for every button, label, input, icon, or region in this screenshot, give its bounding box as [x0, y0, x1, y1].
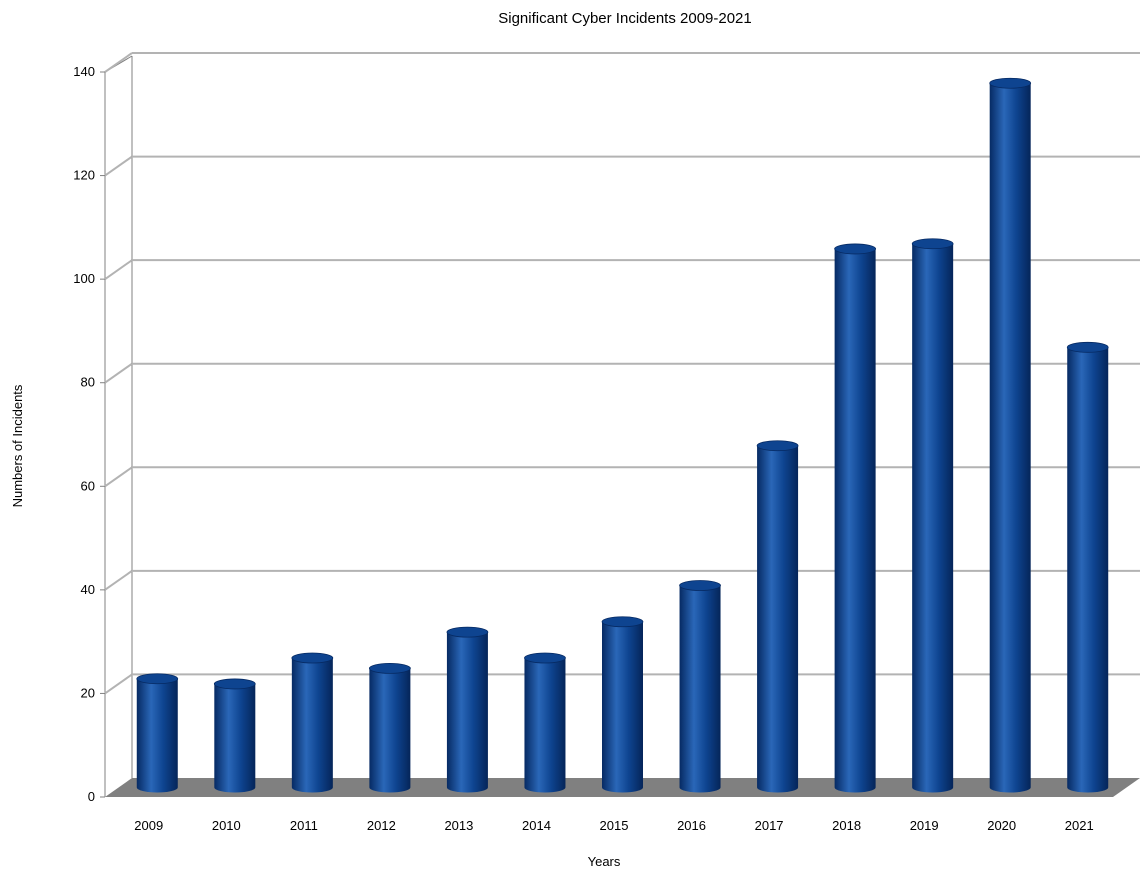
- bar-cap: [601, 616, 644, 628]
- bar-body: [679, 585, 721, 793]
- bar: [136, 673, 179, 793]
- y-axis-label: Numbers of Incidents: [10, 384, 25, 507]
- bar-cap: [834, 243, 877, 255]
- chart-title: Significant Cyber Incidents 2009-2021: [498, 10, 752, 27]
- bar-body: [524, 658, 566, 793]
- bar-cap: [213, 678, 256, 690]
- gridline-side: [104, 155, 133, 177]
- bar: [291, 652, 334, 793]
- gridline-side: [104, 362, 133, 384]
- bar-body: [369, 668, 411, 793]
- y-tick-label: 140: [73, 64, 95, 79]
- bar: [911, 238, 954, 793]
- bar-body: [834, 248, 876, 793]
- gridlines: [104, 52, 1140, 695]
- bar: [368, 662, 411, 793]
- bar-cap: [911, 238, 954, 250]
- bar-body: [602, 621, 643, 793]
- bar-cap: [989, 77, 1032, 89]
- x-tick-label: 2011: [290, 818, 318, 833]
- x-tick-labels: 2009 2010 2011 2012 2013 2014 2015 2016 2017 2018…: [134, 818, 1093, 833]
- x-tick-label: 2015: [600, 818, 629, 833]
- bar-body: [291, 658, 333, 793]
- bar: [601, 616, 644, 793]
- bar-body: [757, 445, 799, 793]
- x-tick-label: 2014: [522, 818, 551, 833]
- x-tick-label: 2010: [212, 818, 241, 833]
- bar: [213, 678, 256, 793]
- y-tick-label: 100: [73, 271, 95, 286]
- bar-cap: [368, 662, 411, 674]
- gridline-side: [104, 673, 133, 695]
- x-tick-label: 2016: [677, 818, 706, 833]
- plot-frame: [104, 55, 1140, 797]
- x-tick-label: 2021: [1065, 818, 1094, 833]
- y-tick-label: 60: [81, 478, 95, 493]
- gridline-side: [104, 570, 133, 591]
- bar-cap: [524, 652, 566, 664]
- back-wall: [132, 56, 1140, 778]
- x-tick-label: 2012: [367, 818, 396, 833]
- bar-body: [912, 243, 954, 793]
- gridline-side: [104, 259, 133, 280]
- gridline-side: [104, 466, 133, 488]
- bar: [1066, 341, 1109, 793]
- x-tick-label: 2019: [910, 818, 939, 833]
- bar-cap: [446, 626, 489, 638]
- y-tick-label: 80: [81, 375, 95, 390]
- y-tick-label: 120: [73, 168, 95, 183]
- bar-body: [214, 683, 256, 793]
- bar-body: [446, 632, 488, 793]
- bar-cap: [136, 673, 179, 685]
- bars: [136, 77, 1109, 793]
- x-tick-label: 2018: [832, 818, 861, 833]
- y-tick-labels: 0 20 40 60 80 100 120 140: [73, 64, 105, 804]
- y-tick-label: 0: [88, 789, 95, 804]
- y-tick-label: 40: [81, 582, 95, 597]
- bar: [446, 626, 489, 793]
- bar-body: [136, 678, 178, 793]
- x-axis-label: Years: [588, 854, 621, 869]
- gridline-side: [104, 52, 133, 73]
- bar-body: [1067, 347, 1109, 793]
- bar: [679, 580, 721, 793]
- x-tick-label: 2013: [444, 818, 473, 833]
- bar-cap: [679, 580, 721, 591]
- bar: [834, 243, 877, 793]
- x-tick-label: 2017: [755, 818, 784, 833]
- bar-body: [989, 83, 1031, 793]
- bar: [524, 652, 566, 793]
- bar: [989, 77, 1032, 793]
- bar-cap: [1066, 341, 1109, 353]
- y-tick-label: 20: [81, 685, 95, 700]
- bar-cap: [756, 440, 799, 452]
- bar-cap: [291, 652, 334, 664]
- bar: [756, 440, 799, 793]
- x-tick-label: 2020: [987, 818, 1016, 833]
- x-tick-label: 2009: [134, 818, 163, 833]
